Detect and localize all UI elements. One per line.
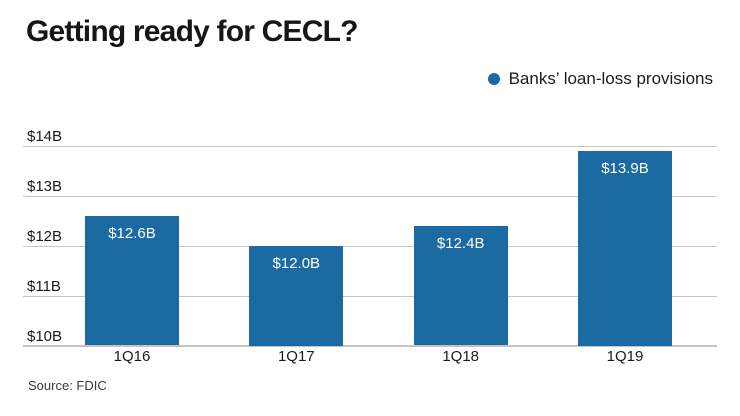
gridline xyxy=(23,195,717,197)
legend: Banks’ loan-loss provisions xyxy=(487,69,713,89)
bar-value-label: $12.6B xyxy=(108,224,156,242)
y-axis-tick-label: $14B xyxy=(27,128,63,145)
chart-title: Getting ready for CECL? xyxy=(26,15,358,48)
y-axis-tick-label: $13B xyxy=(27,177,63,195)
source-note: Source: FDIC xyxy=(28,378,107,393)
bar-1Q19 xyxy=(578,151,672,346)
bar-1Q16 xyxy=(85,215,179,346)
bar-value-label: $13.9B xyxy=(601,160,649,177)
legend-marker-icon xyxy=(487,73,500,85)
y-axis-tick-label: $10B xyxy=(27,327,63,345)
y-axis-tick-label: $12B xyxy=(27,227,63,245)
bar-1Q17 xyxy=(249,245,344,346)
bar-value-label: $12.0B xyxy=(272,254,321,272)
x-axis-baseline xyxy=(23,344,717,347)
x-axis-tick-label: 1Q18 xyxy=(442,347,480,365)
gridline xyxy=(23,295,717,297)
x-axis-tick-label: 1Q16 xyxy=(113,347,151,365)
gridline xyxy=(23,146,717,147)
gridline xyxy=(23,245,717,247)
legend-label: Banks’ loan-loss provisions xyxy=(508,69,713,88)
x-axis-tick-label: 1Q17 xyxy=(277,347,315,365)
bar-1Q18 xyxy=(413,225,508,346)
y-axis-tick-label: $11B xyxy=(27,277,61,295)
x-axis-tick-label: 1Q19 xyxy=(606,347,644,365)
bar-value-label: $12.4B xyxy=(436,234,485,252)
